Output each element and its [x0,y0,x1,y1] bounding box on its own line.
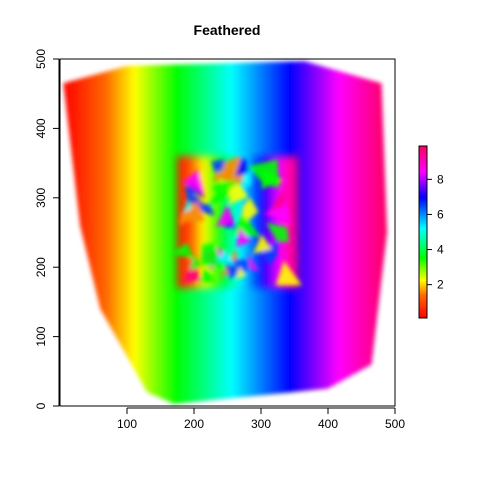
inner-patch [182,169,205,195]
x-axis: 100 200 300 400 500 [117,407,405,431]
inner-region [169,155,302,289]
inner-patch [258,242,278,266]
inner-patch [215,203,234,227]
inner-patch [252,234,272,254]
inner-patch [266,222,289,242]
x-tick-label: 400 [318,417,338,431]
inner-patch [215,249,236,266]
colorbar-tick-label: 6 [437,207,444,221]
y-tick-label: 0 [34,402,48,409]
y-tick-label: 400 [34,118,48,138]
inner-patch [185,183,211,213]
x-tick-label: 200 [184,417,204,431]
colorbar-gradient [418,145,428,319]
inner-patch [179,208,194,227]
colorbar-tick-label: 4 [437,243,444,257]
y-tick-label: 100 [34,326,48,346]
inner-patch [247,253,260,271]
plot-frame [59,58,396,407]
inner-patch [210,180,236,207]
inner-blotches [169,155,302,286]
inner-patch [222,155,245,189]
x-tick-label: 300 [251,417,271,431]
colorbar-tick-label: 8 [437,172,444,186]
chart-title: Feathered [194,22,261,38]
inner-patch [236,227,252,248]
inner-patch [212,169,233,183]
y-tick-label: 300 [34,187,48,207]
colorbar: 2 4 6 8 [418,145,444,319]
inner-patch [197,268,217,284]
inner-patch [228,183,249,205]
inner-patch [242,168,252,188]
inner-patch [200,242,225,270]
inner-patch [264,198,292,224]
colorbar-tick-label: 2 [437,278,444,292]
inner-patch [169,242,194,259]
y-axis: 0 100 200 300 400 500 [34,49,60,409]
x-tick-label: 500 [385,417,405,431]
inner-patch [211,159,225,174]
inner-patch [189,254,202,270]
y-tick-label: 500 [34,49,48,69]
inner-patch [270,187,287,211]
inner-patch [247,159,280,189]
inner-patch [275,260,302,286]
inner-patch [235,266,247,280]
y-tick-label: 200 [34,257,48,277]
x-tick-label: 100 [117,417,137,431]
inner-patch [230,215,261,237]
